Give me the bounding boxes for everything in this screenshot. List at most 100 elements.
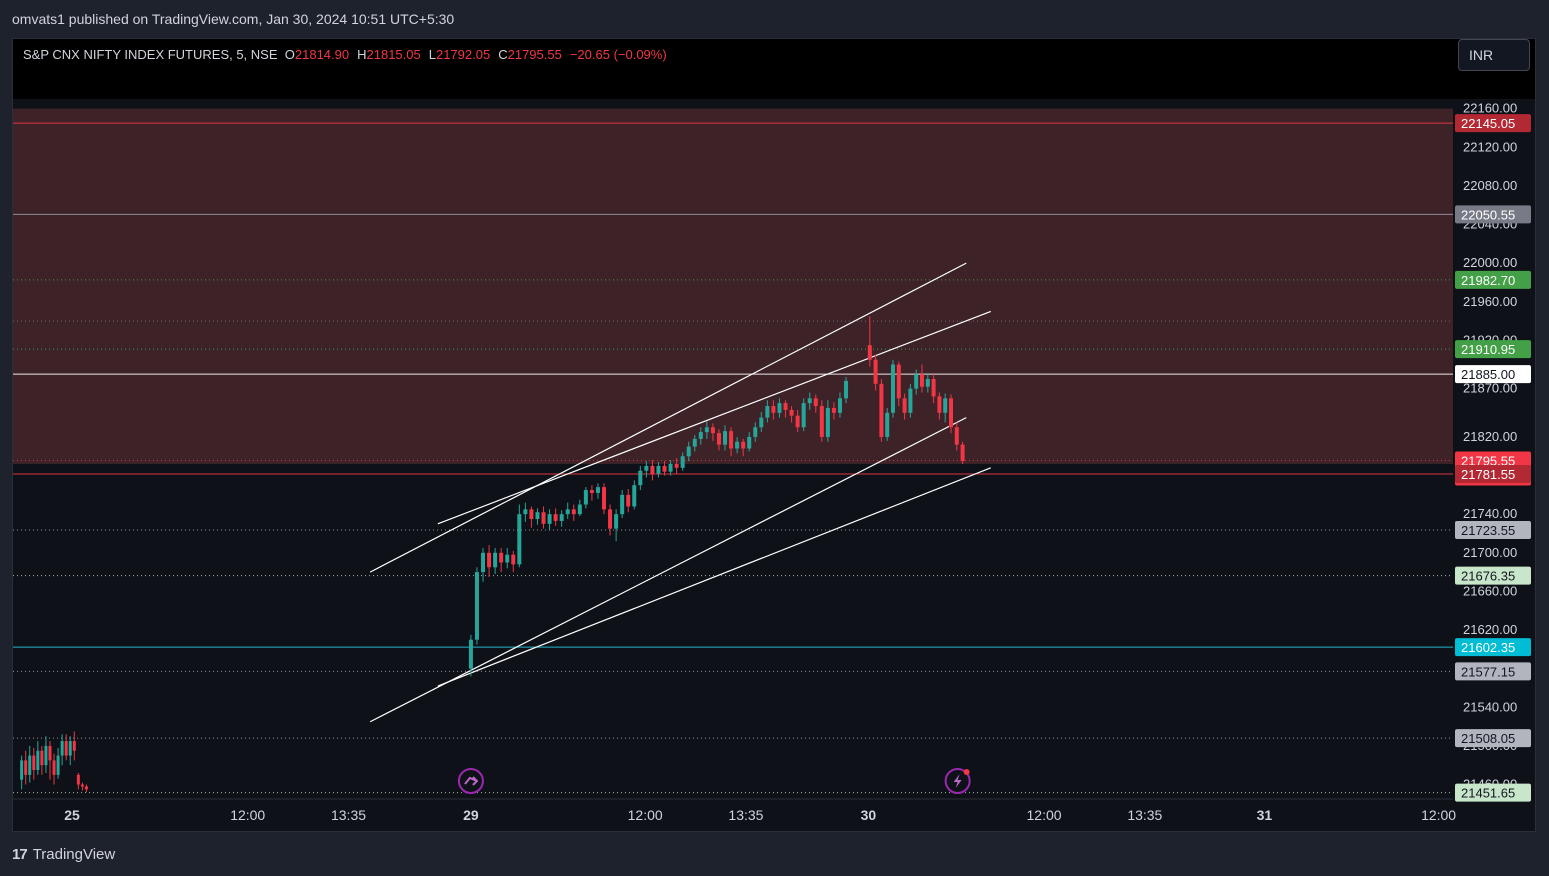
price-tick-label: 22080.00 — [1463, 178, 1517, 193]
candle-body — [807, 398, 812, 404]
candle-body — [680, 456, 685, 468]
candle-body — [943, 398, 948, 413]
candle-body — [896, 364, 901, 399]
candle-body — [813, 398, 818, 407]
candle-body — [481, 552, 486, 573]
price-label-text: 21982.70 — [1461, 273, 1515, 288]
price-label-badge — [1455, 270, 1531, 289]
brand-name: TradingView — [32, 845, 116, 863]
tradingview-logo-icon: 17 — [12, 845, 28, 863]
candle-body — [789, 409, 794, 416]
trendline — [369, 417, 967, 723]
chart-pane[interactable]: 22160.00 22120.00 22080.00 22040.00 22000.00… — [12, 38, 1536, 832]
candle-body — [614, 514, 619, 529]
price-label-badge — [1455, 340, 1531, 359]
price-label-text: 21602.35 — [1461, 640, 1515, 655]
candle-body — [777, 403, 782, 413]
candle-body — [960, 444, 965, 462]
candle-body — [698, 432, 703, 439]
candle-body — [84, 786, 88, 790]
footer: 17 TradingView — [12, 842, 115, 866]
time-tick-label: 12:00 — [628, 807, 663, 823]
candle-body — [674, 463, 679, 468]
candle-body — [879, 383, 884, 437]
candle-body — [867, 345, 872, 360]
candle-body — [48, 745, 52, 761]
candle-body — [24, 760, 28, 775]
candle-body — [632, 485, 637, 507]
price-label-text: 21795.55 — [1461, 454, 1515, 469]
candle-body — [819, 406, 824, 437]
published-text: omvats1 published on TradingView.com, Ja… — [12, 11, 455, 27]
price-label-badge — [1455, 465, 1531, 484]
candle-body — [908, 388, 913, 413]
candle-body — [831, 407, 836, 413]
candle-body — [902, 398, 907, 413]
open-label: O — [284, 47, 295, 62]
candle-body — [741, 441, 746, 449]
time-tick-label: 25 — [64, 807, 80, 823]
high-value: 21815.05 — [366, 47, 421, 62]
alert-dot — [963, 769, 970, 775]
candle-body — [891, 364, 895, 413]
candle-body — [56, 755, 60, 775]
candle-body — [523, 509, 528, 515]
candle-body — [931, 379, 936, 397]
price-label-badge — [1455, 566, 1531, 585]
candle-body — [20, 760, 24, 780]
candle-body — [668, 463, 673, 472]
price-tick-label: 21740.00 — [1463, 506, 1517, 521]
candle-body — [686, 446, 691, 457]
time-tick-label: 13:35 — [728, 807, 763, 823]
supply-zone — [13, 108, 1453, 464]
candle-body — [547, 514, 552, 524]
candlestick-chart[interactable]: 22160.0022120.0022080.0022040.0022000.00… — [13, 39, 1536, 832]
close-label: C — [498, 47, 508, 62]
candle-body — [692, 438, 697, 447]
candle-body — [529, 509, 534, 519]
candle-body — [541, 512, 546, 524]
candle-body — [577, 504, 582, 515]
candle-body — [937, 396, 942, 413]
currency-button[interactable]: INR — [1458, 39, 1530, 71]
candle-body — [765, 406, 770, 418]
candle-body — [644, 465, 649, 471]
price-tick-label: 22120.00 — [1463, 139, 1517, 154]
candle-body — [716, 433, 721, 445]
candle-body — [710, 427, 715, 434]
candle-body — [595, 487, 600, 493]
trendline — [369, 262, 967, 573]
candle-body — [954, 427, 959, 445]
candle-body — [493, 552, 498, 568]
price-label-text: 21910.95 — [1461, 342, 1515, 357]
price-tick-label: 21700.00 — [1463, 545, 1517, 560]
candle-body — [589, 490, 594, 493]
price-tick-label: 21870.00 — [1463, 381, 1517, 396]
candle-body — [920, 374, 924, 387]
price-label-badge — [1455, 662, 1531, 681]
candle-body — [32, 755, 36, 771]
candle-body — [783, 403, 788, 410]
price-label-badge — [1455, 783, 1531, 802]
open-value: 21814.90 — [294, 47, 350, 62]
candle-body — [656, 465, 661, 474]
candle-body — [499, 552, 504, 563]
candle-body — [747, 436, 752, 449]
candle-body — [505, 554, 510, 563]
candle-body — [535, 512, 540, 519]
event-flash-icon — [944, 768, 971, 794]
candle-body — [844, 380, 849, 399]
publish-header: omvats1 published on TradingView.com, Ja… — [0, 0, 1549, 38]
candle-body — [914, 374, 919, 389]
candle-body — [28, 755, 32, 775]
candle-body — [723, 431, 728, 445]
price-label-badge — [1455, 729, 1531, 748]
candle-body — [474, 572, 479, 640]
candle-body — [925, 379, 930, 387]
price-label-badge — [1455, 638, 1531, 657]
price-label-text: 21577.15 — [1461, 664, 1515, 679]
price-label-text: 22145.05 — [1461, 116, 1515, 131]
candle-body — [52, 760, 56, 775]
candle-body — [583, 490, 588, 505]
price-label-text: 21781.55 — [1461, 467, 1515, 482]
